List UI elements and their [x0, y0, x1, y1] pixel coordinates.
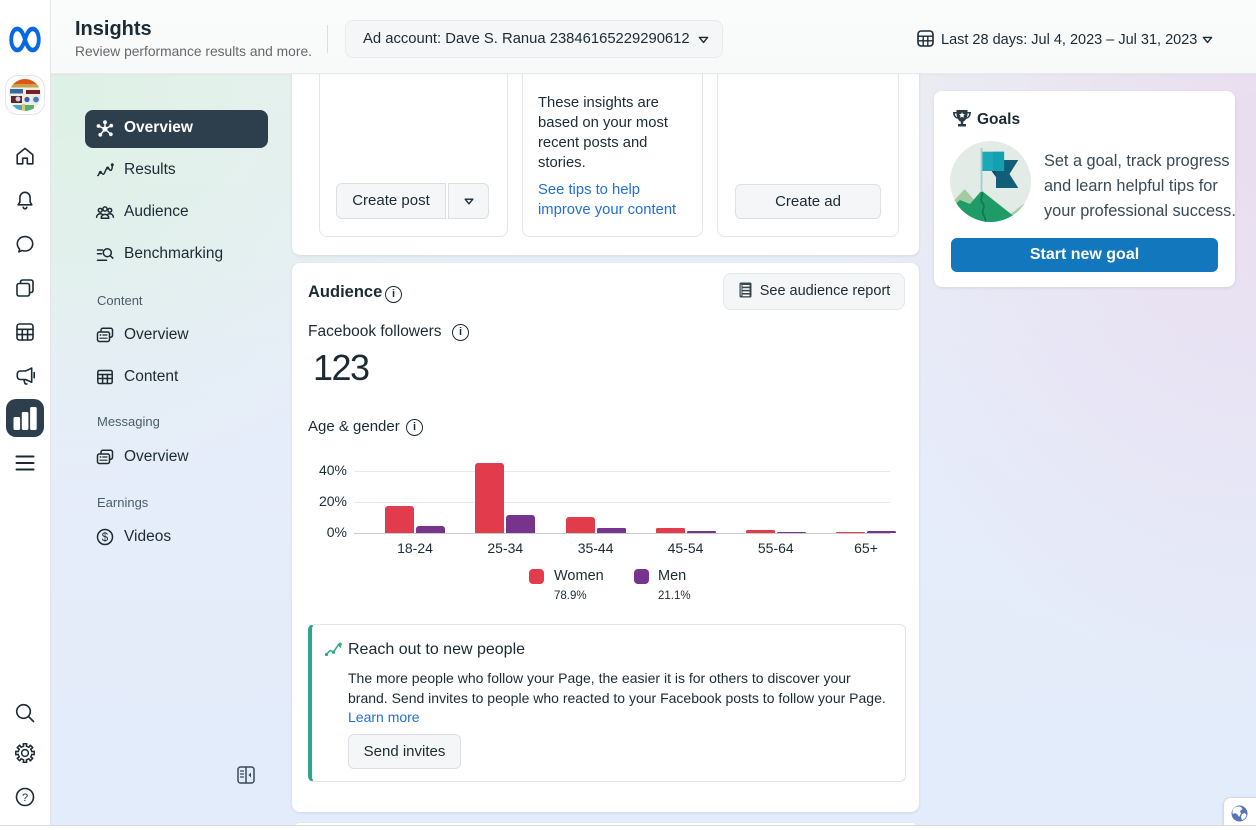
svg-text:$: $: [102, 532, 109, 544]
svg-text:?: ?: [22, 792, 28, 804]
